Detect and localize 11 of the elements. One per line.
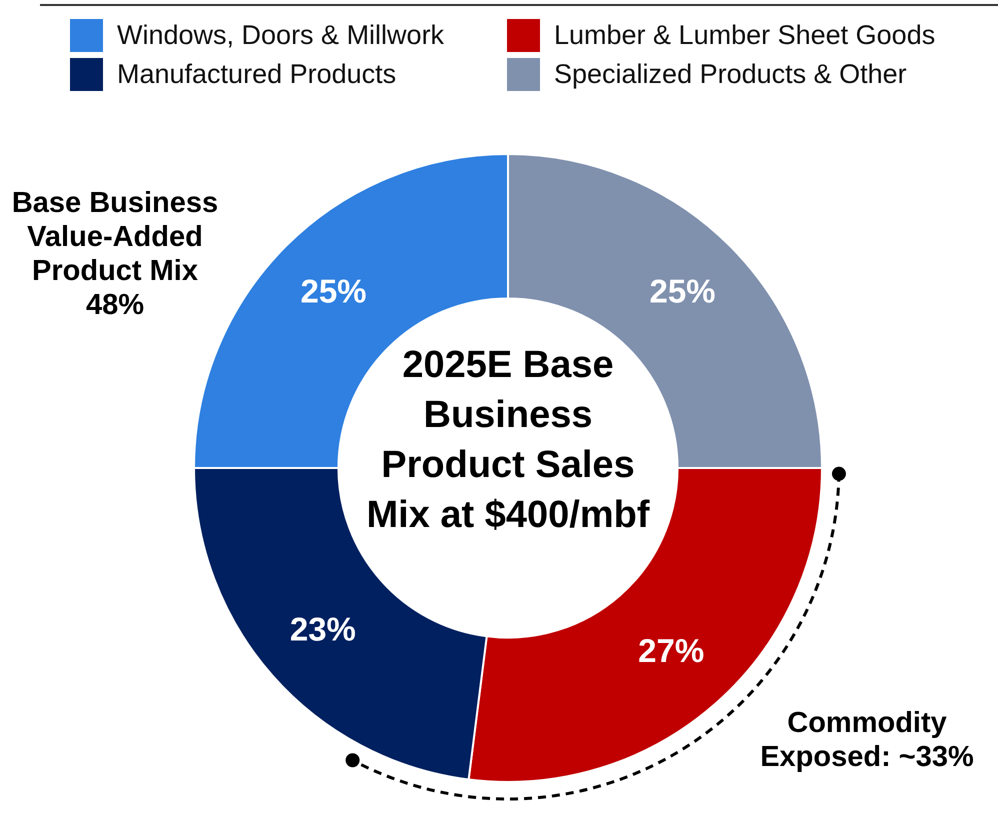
legend-label: Lumber & Lumber Sheet Goods [554,20,936,51]
data-label: 27% [638,632,704,670]
data-label: 23% [290,610,356,648]
data-label: 25% [300,272,367,310]
legend-label: Windows, Doors & Millwork [117,20,444,51]
legend-label: Specialized Products & Other [554,59,907,90]
legend-label: Manufactured Products [117,59,396,90]
text: Commodity Exposed: ~33% [759,706,975,774]
text: 2025E Base Business Product Sales Mix at $400/mbf [366,343,651,538]
text: Base Business Value-Added Product Mix 48% [10,186,220,322]
data-label: 25% [649,272,716,310]
